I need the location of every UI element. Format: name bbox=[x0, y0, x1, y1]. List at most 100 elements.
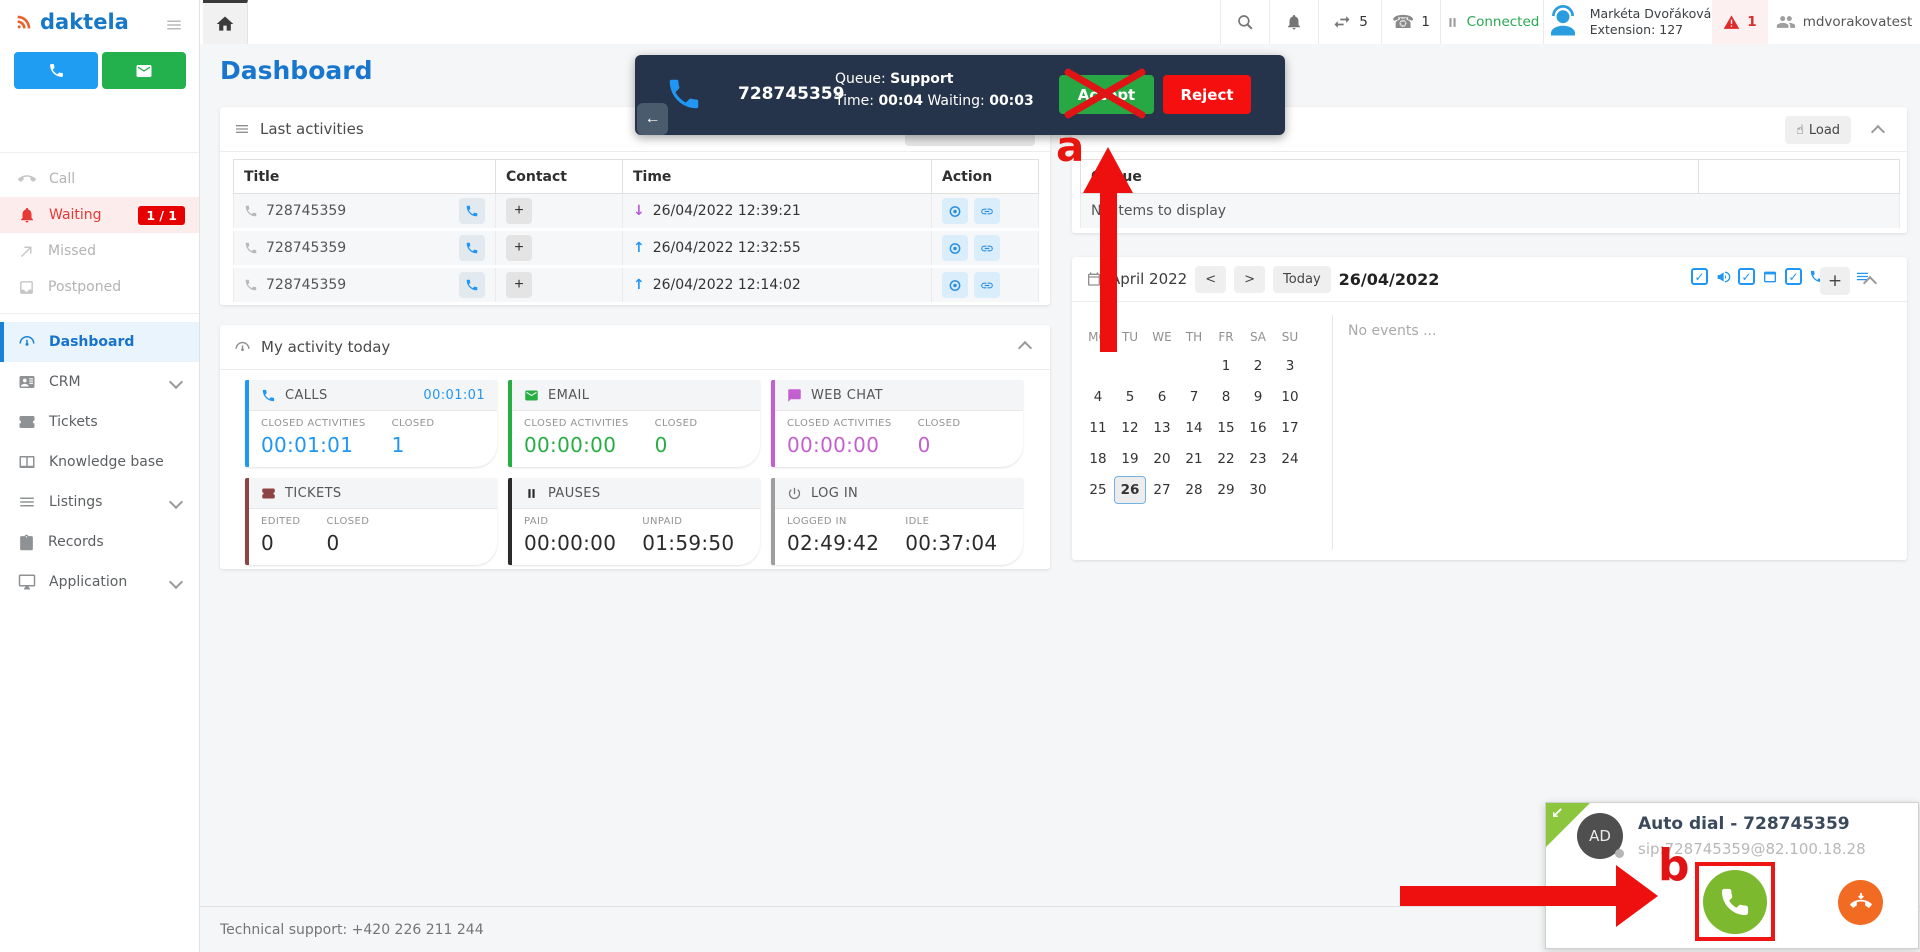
status-button[interactable]: Connected bbox=[1440, 0, 1543, 44]
warnings-button[interactable]: 1 bbox=[1712, 0, 1768, 44]
calendar-day[interactable]: 4 bbox=[1093, 389, 1103, 405]
calendar-prev-button[interactable]: < bbox=[1195, 265, 1227, 293]
calendar-day[interactable]: 2 bbox=[1253, 358, 1263, 374]
last-activities-header: Last activities bbox=[220, 107, 1050, 152]
calendar-day[interactable]: 11 bbox=[1089, 420, 1107, 436]
calendar-day bbox=[1114, 352, 1146, 380]
column-header-action[interactable]: Action bbox=[931, 159, 1039, 194]
column-header-contact[interactable]: Contact bbox=[495, 159, 623, 194]
sidebar-item-waiting[interactable]: Waiting 1 / 1 bbox=[0, 197, 199, 233]
calendar-day[interactable]: 23 bbox=[1249, 451, 1267, 467]
home-tab[interactable] bbox=[203, 0, 248, 44]
link-activity-button[interactable] bbox=[974, 198, 1000, 224]
calendar-day[interactable]: 1 bbox=[1221, 358, 1231, 374]
sidebar-item-tickets[interactable]: Tickets bbox=[0, 402, 199, 442]
calendar-day[interactable]: 30 bbox=[1249, 482, 1267, 498]
transfers-button[interactable]: 5 bbox=[1318, 0, 1381, 44]
calendar-day[interactable]: 3 bbox=[1285, 358, 1295, 374]
add-event-button[interactable]: + bbox=[1820, 267, 1850, 295]
decline-call-button[interactable] bbox=[1838, 880, 1883, 925]
stat-card-total: 00:01:01 bbox=[423, 387, 485, 403]
view-activity-button[interactable] bbox=[942, 272, 968, 298]
calls-button[interactable]: ☎ 1 bbox=[1381, 0, 1440, 44]
calendar-day[interactable]: 26 bbox=[1114, 476, 1146, 504]
add-contact-button[interactable]: + bbox=[506, 272, 532, 298]
bell-ringing-icon bbox=[18, 206, 36, 224]
sidebar-item-dashboard[interactable]: Dashboard bbox=[0, 322, 199, 362]
notifications-button[interactable] bbox=[1269, 0, 1318, 44]
calendar-day[interactable]: 25 bbox=[1089, 482, 1107, 498]
sidebar-item-application[interactable]: Application bbox=[0, 562, 199, 602]
calendar-day[interactable]: 18 bbox=[1089, 451, 1107, 467]
link-activity-button[interactable] bbox=[974, 272, 1000, 298]
sidebar-item-postponed[interactable]: Postponed bbox=[0, 269, 199, 305]
calendar-day[interactable]: 8 bbox=[1221, 389, 1231, 405]
sidebar-item-records[interactable]: Records bbox=[0, 522, 199, 562]
calendar-day[interactable]: 12 bbox=[1121, 420, 1139, 436]
transfers-count: 5 bbox=[1359, 14, 1368, 30]
calendar-day[interactable]: 16 bbox=[1249, 420, 1267, 436]
search-button[interactable] bbox=[1220, 0, 1269, 44]
view-activity-button[interactable] bbox=[942, 235, 968, 261]
calendar-day[interactable]: 14 bbox=[1185, 420, 1203, 436]
load-button[interactable]: ☝ Load bbox=[1785, 116, 1851, 144]
accept-call-button[interactable]: Accept bbox=[1059, 75, 1154, 114]
account-menu[interactable]: mdvorakovatest bbox=[1768, 0, 1920, 44]
calendar-day[interactable]: 22 bbox=[1217, 451, 1235, 467]
answer-call-button[interactable] bbox=[1703, 870, 1767, 934]
calendar-day[interactable]: 27 bbox=[1153, 482, 1171, 498]
calendar-day[interactable]: 20 bbox=[1153, 451, 1171, 467]
calendar-day[interactable]: 15 bbox=[1217, 420, 1235, 436]
calendar-day[interactable]: 10 bbox=[1281, 389, 1299, 405]
call-back-button[interactable] bbox=[459, 198, 485, 224]
quick-call-button[interactable] bbox=[14, 52, 98, 89]
sidebar-item-label: Missed bbox=[48, 243, 97, 259]
stat-value: 02:49:42 bbox=[787, 531, 880, 555]
divider bbox=[0, 152, 199, 153]
user-extension: Extension: 127 bbox=[1589, 22, 1684, 37]
pause-icon bbox=[1445, 15, 1460, 30]
calendar-day[interactable]: 13 bbox=[1153, 420, 1171, 436]
quick-email-button[interactable] bbox=[102, 52, 186, 89]
calendar-day[interactable]: 29 bbox=[1217, 482, 1235, 498]
column-header-time[interactable]: Time bbox=[622, 159, 932, 194]
column-header-title[interactable]: Title bbox=[233, 159, 496, 194]
power-icon bbox=[787, 486, 802, 501]
link-activity-button[interactable] bbox=[974, 235, 1000, 261]
calendar-day[interactable]: 19 bbox=[1121, 451, 1139, 467]
sidebar-item-listings[interactable]: Listings bbox=[0, 482, 199, 522]
view-activity-button[interactable] bbox=[942, 198, 968, 224]
calendar-today-button[interactable]: Today bbox=[1273, 265, 1331, 293]
sidebar-item-missed[interactable]: Missed bbox=[0, 233, 199, 269]
my-activity-header: My activity today bbox=[220, 325, 1050, 370]
calendar-day[interactable]: 9 bbox=[1253, 389, 1263, 405]
calendar-next-button[interactable]: > bbox=[1234, 265, 1266, 293]
calendar-day[interactable]: 17 bbox=[1281, 420, 1299, 436]
user-menu[interactable]: Markéta Dvořáková Extension: 127 bbox=[1543, 0, 1712, 44]
calendar-day[interactable]: 28 bbox=[1185, 482, 1203, 498]
add-contact-button[interactable]: + bbox=[506, 198, 532, 224]
sidebar-item-knowledge-base[interactable]: Knowledge base bbox=[0, 442, 199, 482]
stat-value: 1 bbox=[391, 433, 405, 457]
call-back-button[interactable] bbox=[459, 272, 485, 298]
calendar-day[interactable]: 6 bbox=[1157, 389, 1167, 405]
autodial-sip-address: sip:728745359@82.100.18.28 bbox=[1638, 840, 1866, 858]
reject-call-button[interactable]: Reject bbox=[1163, 75, 1251, 114]
add-contact-button[interactable]: + bbox=[506, 235, 532, 261]
calendar-day[interactable]: 7 bbox=[1189, 389, 1199, 405]
sidebar-item-call[interactable]: Call bbox=[0, 161, 199, 197]
sidebar-item-crm[interactable]: CRM bbox=[0, 362, 199, 402]
call-back-button[interactable] bbox=[459, 235, 485, 261]
column-header-queue[interactable]: Queue bbox=[1080, 159, 1699, 194]
calendar-day[interactable]: 24 bbox=[1281, 451, 1299, 467]
calls-checkbox[interactable]: ✓ bbox=[1785, 268, 1802, 285]
popup-back-button[interactable]: ← bbox=[637, 103, 668, 135]
tickets-checkbox[interactable]: ✓ bbox=[1738, 268, 1755, 285]
my-activity-panel: My activity today CALLS 00:01:01 CLOSED … bbox=[220, 325, 1050, 569]
sidebar: daktela Call Waiting 1 / 1 Missed Postpo… bbox=[0, 0, 200, 952]
campaigns-checkbox[interactable]: ✓ bbox=[1691, 268, 1708, 285]
calendar-day[interactable]: 5 bbox=[1125, 389, 1135, 405]
sidebar-collapse-icon[interactable] bbox=[165, 14, 183, 34]
group-icon bbox=[1776, 12, 1796, 32]
calendar-day[interactable]: 21 bbox=[1185, 451, 1203, 467]
